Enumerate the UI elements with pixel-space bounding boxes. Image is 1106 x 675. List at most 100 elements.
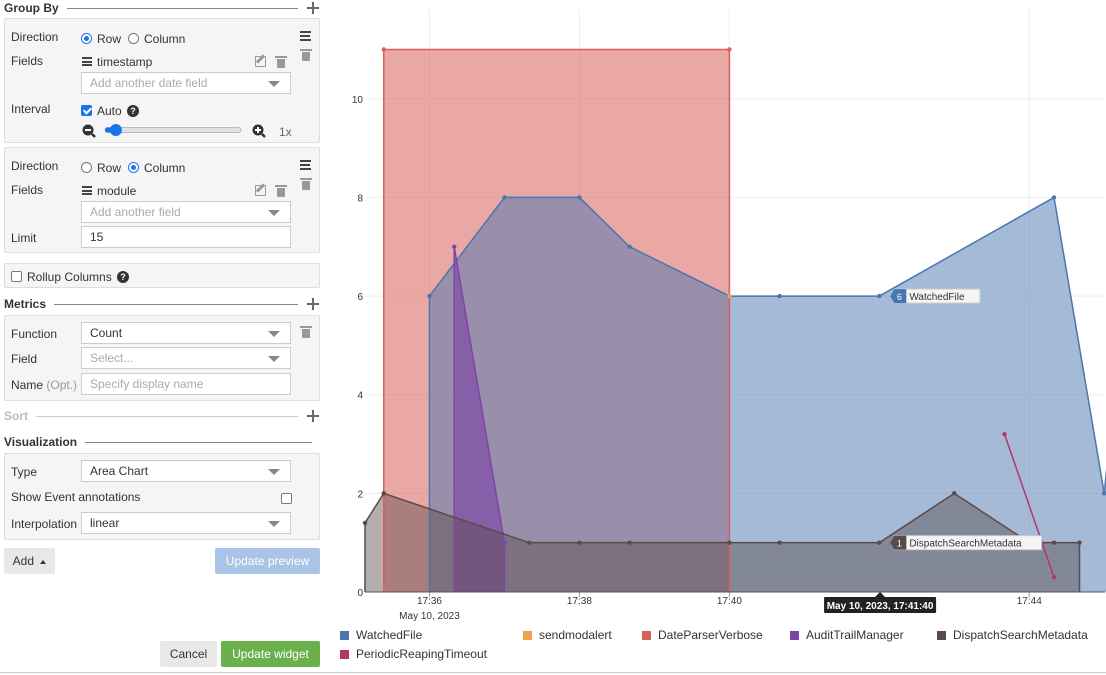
annotations-checkbox[interactable] — [281, 493, 292, 504]
group-delete-icon[interactable] — [300, 49, 312, 61]
help-icon[interactable]: ? — [117, 271, 129, 283]
bottom-divider — [0, 672, 1106, 673]
auto-checkbox[interactable] — [81, 105, 92, 116]
add-sort-plus-icon[interactable] — [306, 409, 320, 423]
point-PeriodicReapingTimeout — [1002, 431, 1007, 437]
point-sendmodalert — [727, 293, 732, 299]
legend-item[interactable]: AuditTrailManager — [790, 628, 904, 642]
edit-icon[interactable] — [255, 56, 266, 67]
add-group-plus-icon[interactable] — [306, 1, 320, 15]
help-icon[interactable]: ? — [127, 105, 139, 117]
line-DispatchSearchMetadata — [364, 492, 1081, 592]
chevron-down-icon — [268, 356, 280, 362]
metrics-header: Metrics — [4, 296, 320, 312]
add-button[interactable]: Add — [4, 548, 55, 574]
visualization-panel: Type Area Chart Show Event annotations I… — [4, 453, 320, 540]
section-divider — [66, 7, 298, 9]
point-WatchedFile — [777, 293, 782, 299]
tooltip-badge-value: 6 — [897, 292, 902, 302]
radio-column[interactable] — [128, 33, 139, 44]
chevron-down-icon — [268, 210, 280, 216]
legend-label: sendmodalert — [539, 628, 612, 642]
legend-item[interactable]: PeriodicReapingTimeout — [340, 647, 487, 661]
name-label: Name (Opt.) — [11, 378, 77, 392]
function-select[interactable]: Count — [81, 322, 291, 344]
rollup-panel: Rollup Columns ? — [4, 263, 320, 288]
interval-zoom-slider[interactable] — [81, 122, 271, 138]
field-delete-icon[interactable] — [275, 185, 287, 197]
edit-icon[interactable] — [255, 185, 266, 196]
chart-type-select[interactable]: Area Chart — [81, 460, 291, 482]
hover-box — [824, 597, 937, 613]
point-WatchedFile — [877, 293, 882, 299]
legend-item[interactable]: sendmodalert — [523, 628, 612, 642]
update-widget-button[interactable]: Update widget — [221, 641, 320, 667]
legend-label: AuditTrailManager — [806, 628, 904, 642]
tooltip-text: WatchedFile — [909, 292, 965, 303]
chevron-down-icon — [268, 331, 280, 337]
name-label-text: Name — [11, 378, 44, 392]
tooltip-badge — [890, 535, 907, 550]
x-tick-label: 17:40 — [717, 596, 742, 607]
point-DispatchSearchMetadata — [777, 540, 782, 545]
interpolation-select[interactable]: linear — [81, 512, 291, 534]
direction-label: Direction — [11, 159, 59, 173]
group-menu-icon[interactable] — [300, 160, 311, 170]
point-AuditTrailManager — [502, 540, 507, 545]
group-by-title: Group By — [4, 1, 59, 15]
legend-swatch — [340, 649, 349, 659]
function-label: Function — [11, 327, 58, 341]
y-tick-label: 0 — [357, 588, 363, 599]
x-tick-label: 17:36 — [417, 596, 442, 607]
y-tick-label: 10 — [352, 95, 364, 106]
legend-item[interactable]: WatchedFile — [340, 628, 422, 642]
add-field-select[interactable]: Add another field — [81, 201, 291, 223]
legend-item[interactable]: DateParserVerbose — [642, 628, 763, 642]
metric-field-select[interactable]: Select... — [81, 347, 291, 369]
series-points — [362, 47, 1106, 580]
field-timestamp: timestamp — [97, 55, 153, 69]
x-tick-label: 17:44 — [1017, 596, 1042, 607]
add-date-field-select[interactable]: Add another date field — [81, 72, 291, 94]
group-by-header: Group By — [4, 0, 320, 16]
radio-row-label: Row — [97, 161, 122, 175]
field-delete-icon[interactable] — [275, 56, 287, 68]
group-menu-icon[interactable] — [300, 31, 311, 41]
display-name-input[interactable]: Specify display name — [81, 373, 291, 395]
drag-handle-icon[interactable] — [82, 186, 92, 195]
point-DateParserVerbose — [727, 47, 732, 52]
radio-column[interactable] — [128, 162, 139, 173]
rollup-checkbox[interactable] — [11, 271, 22, 282]
type-label: Type — [11, 465, 38, 479]
point-DispatchSearchMetadata — [362, 520, 368, 526]
y-tick-label: 8 — [357, 193, 363, 204]
limit-input[interactable]: 15 — [81, 226, 291, 248]
radio-row[interactable] — [81, 33, 92, 44]
update-preview-button[interactable]: Update preview — [215, 548, 320, 574]
metric-delete-icon[interactable] — [300, 326, 312, 338]
legend-item[interactable]: DispatchSearchMetadata — [937, 628, 1088, 642]
radio-row[interactable] — [81, 162, 92, 173]
add-metric-plus-icon[interactable] — [306, 297, 320, 311]
limit-label: Limit — [11, 231, 37, 245]
zoom-value: 1x — [279, 125, 292, 139]
point-DispatchSearchMetadata — [627, 540, 632, 545]
visualization-title: Visualization — [4, 435, 78, 449]
y-tick-label: 4 — [357, 391, 363, 402]
slider-thumb — [109, 124, 122, 136]
add-button-label: Add — [12, 554, 34, 568]
interpolation-value: linear — [90, 516, 120, 530]
radio-row-label: Row — [97, 32, 122, 46]
cancel-button[interactable]: Cancel — [160, 641, 217, 667]
group-delete-icon[interactable] — [300, 178, 312, 190]
line-WatchedFile — [428, 196, 1106, 592]
auto-label: Auto — [97, 104, 122, 118]
metrics-title: Metrics — [4, 297, 47, 311]
series-areas — [365, 49, 1106, 592]
add-field-placeholder: Add another field — [90, 205, 181, 219]
metrics-panel: Function Count Field Select... Name (Opt… — [4, 315, 320, 401]
legend-swatch — [642, 630, 651, 640]
drag-handle-icon[interactable] — [82, 57, 92, 66]
interval-label: Interval — [11, 102, 51, 116]
